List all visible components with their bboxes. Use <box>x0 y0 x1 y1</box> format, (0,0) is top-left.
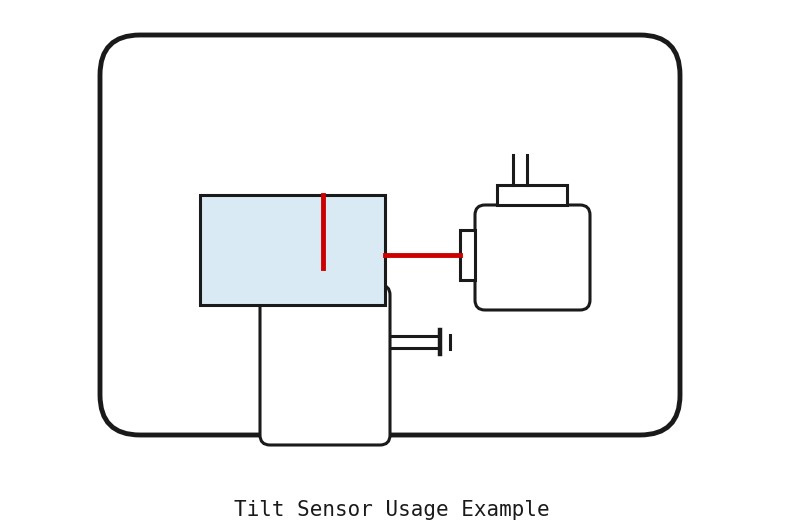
FancyBboxPatch shape <box>260 285 390 445</box>
Bar <box>295 268 350 285</box>
Bar <box>497 185 567 205</box>
FancyBboxPatch shape <box>100 35 680 435</box>
Bar <box>200 195 385 305</box>
FancyBboxPatch shape <box>475 205 590 310</box>
Text: Tilt Sensor Usage Example: Tilt Sensor Usage Example <box>234 500 550 520</box>
Bar <box>460 230 475 280</box>
